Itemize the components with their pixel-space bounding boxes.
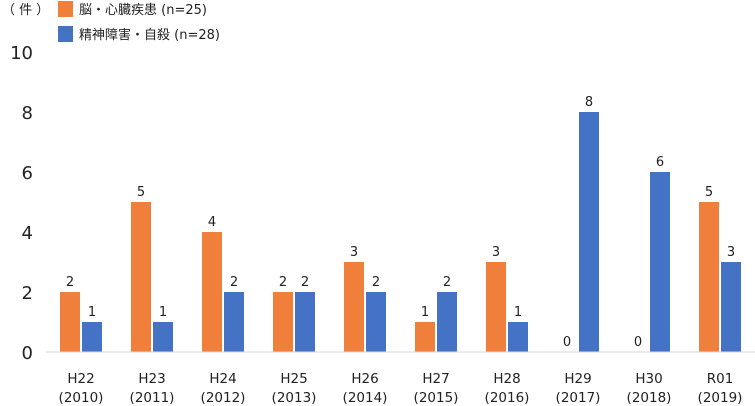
bar-brain-heart-r01 bbox=[699, 202, 719, 352]
data-label: 1 bbox=[514, 305, 522, 320]
data-label: 2 bbox=[230, 275, 238, 290]
legend-swatch-mental-suicide bbox=[58, 26, 73, 42]
bar-mental-suicide-h27 bbox=[437, 292, 457, 352]
bar-mental-suicide-r01 bbox=[721, 262, 741, 352]
x-tick-label-era: H22 bbox=[67, 371, 94, 387]
legend-label-mental-suicide: 精神障害・自殺 (n=28) bbox=[79, 27, 220, 43]
y-axis: 0 2 4 6 8 10 bbox=[10, 43, 33, 364]
data-label: 2 bbox=[66, 275, 74, 290]
data-label: 3 bbox=[727, 245, 735, 260]
data-label: 5 bbox=[705, 185, 713, 200]
data-label: 5 bbox=[137, 185, 145, 200]
data-label: 2 bbox=[372, 275, 380, 290]
legend: 脳・心臓疾患 (n=25) 精神障害・自殺 (n=28) bbox=[58, 1, 220, 43]
bars bbox=[60, 112, 741, 352]
x-tick-label-era: H30 bbox=[635, 371, 662, 387]
data-label: 1 bbox=[421, 305, 429, 320]
data-label: 3 bbox=[350, 245, 358, 260]
data-label: 8 bbox=[585, 95, 593, 110]
x-tick-label-era: H27 bbox=[422, 371, 449, 387]
x-tick-label-era: R01 bbox=[707, 371, 734, 387]
y-tick-label: 4 bbox=[22, 223, 33, 244]
bar-mental-suicide-h26 bbox=[366, 292, 386, 352]
legend-label-brain-heart: 脳・心臓疾患 (n=25) bbox=[79, 3, 207, 18]
x-tick-label-era: H25 bbox=[280, 371, 307, 387]
data-label: 0 bbox=[563, 335, 571, 350]
bar-brain-heart-h24 bbox=[202, 232, 222, 352]
data-label: 4 bbox=[208, 215, 216, 230]
x-tick-label-year: (2013) bbox=[272, 390, 317, 406]
x-tick-label-era: H23 bbox=[138, 371, 165, 387]
y-tick-label: 10 bbox=[10, 43, 33, 64]
x-tick-label-year: (2011) bbox=[130, 390, 175, 406]
bar-mental-suicide-h30 bbox=[650, 172, 670, 352]
bar-mental-suicide-h23 bbox=[153, 322, 173, 352]
legend-swatch-brain-heart bbox=[58, 1, 73, 17]
x-tick-label-era: H24 bbox=[209, 371, 236, 387]
data-label: 3 bbox=[492, 245, 500, 260]
x-tick-label-year: (2010) bbox=[59, 390, 104, 406]
x-tick-label-era: H26 bbox=[351, 371, 378, 387]
data-label: 6 bbox=[656, 155, 664, 170]
x-tick-label-era: H29 bbox=[564, 371, 591, 387]
bar-brain-heart-h26 bbox=[344, 262, 364, 352]
data-label: 2 bbox=[443, 275, 451, 290]
x-tick-label-year: (2017) bbox=[556, 390, 601, 406]
data-label: 2 bbox=[301, 275, 309, 290]
bar-brain-heart-h22 bbox=[60, 292, 80, 352]
bar-brain-heart-h23 bbox=[131, 202, 151, 352]
y-tick-label: 8 bbox=[22, 103, 33, 124]
data-label: 0 bbox=[634, 335, 642, 350]
bar-mental-suicide-h22 bbox=[82, 322, 102, 352]
x-tick-label-year: (2015) bbox=[414, 390, 459, 406]
x-tick-label-era: H28 bbox=[493, 371, 520, 387]
bar-mental-suicide-h29 bbox=[579, 112, 599, 352]
data-label: 1 bbox=[88, 305, 96, 320]
x-tick-label-year: (2018) bbox=[627, 390, 672, 406]
bar-brain-heart-h27 bbox=[415, 322, 435, 352]
bar-mental-suicide-h24 bbox=[224, 292, 244, 352]
y-tick-label: 2 bbox=[22, 283, 33, 304]
bar-brain-heart-h28 bbox=[486, 262, 506, 352]
x-tick-label-year: (2014) bbox=[343, 390, 388, 406]
x-tick-label-year: (2019) bbox=[698, 390, 743, 406]
y-tick-label: 6 bbox=[22, 163, 33, 184]
x-tick-label-year: (2012) bbox=[201, 390, 246, 406]
data-label: 1 bbox=[159, 305, 167, 320]
bar-mental-suicide-h25 bbox=[295, 292, 315, 352]
y-tick-label: 0 bbox=[22, 343, 33, 364]
x-tick-label-year: (2016) bbox=[485, 390, 530, 406]
bar-mental-suicide-h28 bbox=[508, 322, 528, 352]
data-label: 2 bbox=[279, 275, 287, 290]
y-axis-unit-label: （ 件 ） bbox=[2, 3, 49, 18]
x-axis: H22 (2010) H23 (2011) H24 (2012) H25 (2013) H26 (… bbox=[59, 371, 743, 406]
bar-brain-heart-h25 bbox=[273, 292, 293, 352]
